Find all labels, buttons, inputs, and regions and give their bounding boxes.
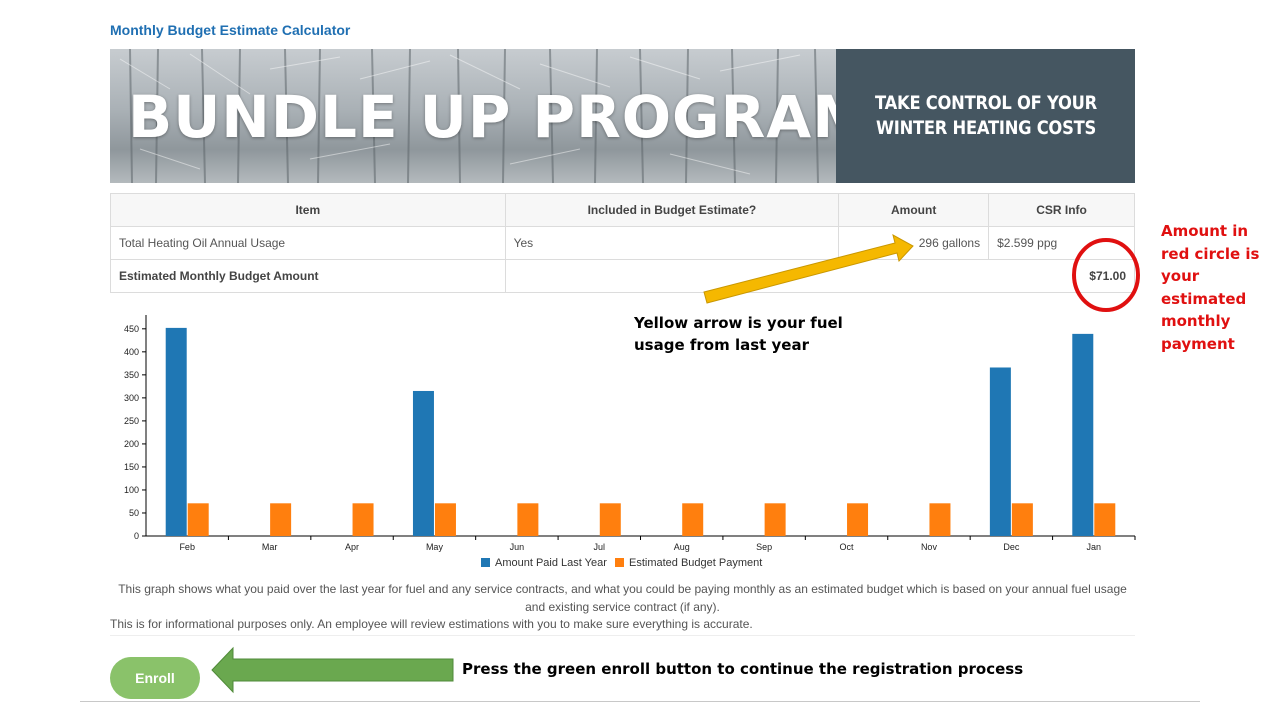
banner-tagline: TAKE CONTROL OF YOUR WINTER HEATING COST… xyxy=(874,92,1097,139)
bar-estimated-budget xyxy=(434,503,456,536)
y-tick-label: 350 xyxy=(124,370,139,380)
red-circle-annotation: Amount in red circle is your estimated m… xyxy=(1161,222,1260,353)
header-item: Item xyxy=(110,193,506,227)
x-tick-label: Feb xyxy=(179,542,195,552)
y-tick-label: 300 xyxy=(124,393,139,403)
y-tick-label: 200 xyxy=(124,439,139,449)
enroll-button[interactable]: Enroll xyxy=(110,657,200,699)
table-header-row: Item Included in Budget Estimate? Amount… xyxy=(110,193,1135,227)
summary-value: $71.00 xyxy=(504,259,1136,293)
x-tick-label: Jun xyxy=(510,542,525,552)
bar-estimated-budget xyxy=(929,503,951,536)
x-tick-label: Apr xyxy=(345,542,359,552)
bar-estimated-budget xyxy=(1094,503,1116,536)
green-arrow-annotation: Press the green enroll button to continu… xyxy=(462,660,1024,678)
page-title: Monthly Budget Estimate Calculator xyxy=(110,22,351,38)
chart-caption: This graph shows what you paid over the … xyxy=(118,582,1127,614)
cell-included: Yes xyxy=(504,226,840,260)
x-tick-label: Jul xyxy=(594,542,606,552)
banner-side-panel: TAKE CONTROL OF YOUR WINTER HEATING COST… xyxy=(836,49,1135,183)
cell-amount: 296 gallons xyxy=(838,226,990,260)
x-tick-label: Aug xyxy=(674,542,690,552)
bar-estimated-budget xyxy=(270,503,292,536)
bar-estimated-budget xyxy=(847,503,869,536)
legend-label: Estimated Budget Payment xyxy=(629,557,762,569)
bar-amount-paid xyxy=(989,367,1011,536)
y-tick-label: 450 xyxy=(124,324,139,334)
bar-estimated-budget xyxy=(517,503,539,536)
x-tick-label: Nov xyxy=(921,542,938,552)
bar-estimated-budget xyxy=(1011,503,1033,536)
x-tick-label: Mar xyxy=(262,542,278,552)
payment-bar-chart: 0 50 100 150 200 250 300 350 400 450 Feb Mar Apr May J… xyxy=(124,315,1136,569)
y-tick-label: 400 xyxy=(124,347,139,357)
x-tick-label: Sep xyxy=(756,542,772,552)
table-row: Total Heating Oil Annual Usage Yes 296 g… xyxy=(110,226,1135,260)
y-tick-label: 250 xyxy=(124,416,139,426)
y-tick-label: 50 xyxy=(129,508,139,518)
header-included: Included in Budget Estimate? xyxy=(504,193,840,227)
cell-csr-info: $2.599 ppg xyxy=(988,226,1135,260)
cell-item: Total Heating Oil Annual Usage xyxy=(110,226,506,260)
bar-estimated-budget xyxy=(352,503,374,536)
bar-amount-paid xyxy=(1072,333,1094,536)
x-tick-label: Oct xyxy=(840,542,855,552)
x-tick-label: Jan xyxy=(1087,542,1102,552)
x-tick-label: Dec xyxy=(1003,542,1020,552)
tree-texture xyxy=(119,49,819,183)
x-tick-label: May xyxy=(426,542,444,552)
bar-estimated-budget xyxy=(187,503,209,536)
banner-heading: BUNDLE UP PROGRAM xyxy=(128,83,836,151)
yellow-arrow-annotation: Yellow arrow is your fuel usage from las… xyxy=(634,314,843,354)
y-tick-label: 100 xyxy=(124,485,139,495)
green-arrow xyxy=(211,646,454,694)
bar-estimated-budget xyxy=(764,503,786,536)
legend-swatch xyxy=(481,558,490,567)
bar-estimated-budget xyxy=(682,503,704,536)
y-tick-label: 150 xyxy=(124,462,139,472)
divider xyxy=(80,701,1200,702)
bar-amount-paid xyxy=(412,390,434,536)
y-tick-label: 0 xyxy=(134,531,139,541)
header-amount: Amount xyxy=(838,193,990,227)
summary-row: Estimated Monthly Budget Amount $71.00 xyxy=(110,259,1136,293)
legend-swatch xyxy=(615,558,624,567)
disclaimer-text: This is for informational purposes only.… xyxy=(110,617,1135,636)
legend-label: Amount Paid Last Year xyxy=(495,557,607,569)
bar-amount-paid xyxy=(165,327,187,536)
winter-forest-image: BUNDLE UP PROGRAM xyxy=(110,49,836,183)
header-csr-info: CSR Info xyxy=(988,193,1135,227)
summary-label: Estimated Monthly Budget Amount xyxy=(110,259,506,293)
program-banner: BUNDLE UP PROGRAM TAKE CONTROL OF YOUR W… xyxy=(110,49,1135,183)
bar-estimated-budget xyxy=(599,503,621,536)
budget-table: Item Included in Budget Estimate? Amount… xyxy=(110,193,1136,293)
